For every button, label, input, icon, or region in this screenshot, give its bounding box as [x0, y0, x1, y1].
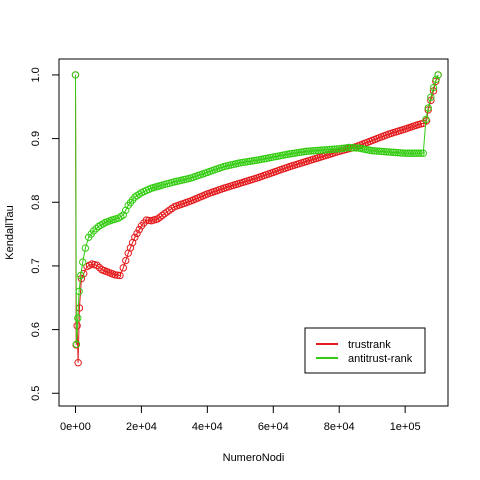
- series-layer: [71, 71, 442, 367]
- antitrust-rank-point: [392, 148, 400, 157]
- antitrust-rank-point: [328, 145, 336, 154]
- antitrust-rank-point: [377, 147, 386, 156]
- antitrust-rank-point: [323, 145, 332, 154]
- x-tick-label: 1e+05: [390, 421, 421, 433]
- antitrust-rank-point: [424, 104, 432, 112]
- antitrust-rank-point: [321, 146, 329, 154]
- x-tick-label: 4e+04: [192, 421, 223, 433]
- antitrust-rank-point: [304, 147, 313, 155]
- antitrust-rank-point: [74, 314, 82, 322]
- antitrust-rank-point: [302, 147, 310, 156]
- antitrust-rank-point: [380, 147, 388, 156]
- antitrust-rank-point: [307, 147, 315, 155]
- antitrust-rank-point: [432, 75, 440, 84]
- trustrank-line: [74, 74, 439, 363]
- trustrank-point: [119, 264, 127, 272]
- antitrust-rank-point: [92, 224, 100, 233]
- antitrust-rank-point: [314, 146, 322, 155]
- antitrust-rank-point: [417, 149, 425, 157]
- x-tick-label: 8e+04: [324, 421, 355, 433]
- antitrust-rank-point: [347, 143, 356, 152]
- antitrust-rank-point: [375, 147, 383, 155]
- antitrust-rank-point: [434, 71, 442, 79]
- trustrank-point: [116, 271, 124, 280]
- y-axis-label: KendallTau: [4, 205, 16, 259]
- antitrust-rank-point: [75, 287, 83, 296]
- antitrust-rank-point: [335, 145, 343, 153]
- antitrust-rank-point: [384, 148, 393, 156]
- trustrank-point: [135, 225, 143, 234]
- antitrust-rank-line: [74, 74, 439, 345]
- antitrust-rank-point: [350, 144, 358, 152]
- legend-label-antitrust-rank: antitrust-rank: [348, 353, 413, 365]
- series-antitrust-rank: [71, 71, 442, 348]
- antitrust-rank-point: [326, 145, 334, 154]
- series-trustrank: [71, 71, 442, 367]
- antitrust-rank-point: [77, 271, 85, 280]
- trustrank-point: [133, 229, 141, 238]
- antitrust-rank-point: [311, 146, 320, 155]
- antitrust-rank-point: [396, 149, 405, 157]
- antitrust-rank-point: [330, 145, 339, 153]
- trustrank-point: [142, 216, 151, 224]
- antitrust-rank-point: [370, 147, 379, 155]
- antitrust-rank-point: [319, 146, 327, 154]
- antitrust-rank-point: [345, 143, 353, 152]
- antitrust-rank-point: [340, 144, 348, 152]
- trustrank-point: [122, 256, 130, 265]
- x-tick-label: 2e+04: [126, 421, 157, 433]
- antitrust-rank-point: [387, 148, 395, 156]
- trustrank-point: [111, 271, 119, 279]
- antitrust-rank-point: [373, 147, 381, 155]
- legend-label-trustrank: trustrank: [348, 339, 391, 351]
- antitrust-rank-point: [427, 93, 435, 101]
- legend-box: [304, 327, 426, 374]
- y-tick-label: 0.7: [30, 258, 42, 273]
- x-tick-label: 0e+00: [60, 421, 91, 433]
- trustrank-point: [131, 233, 139, 241]
- antitrust-rank-point: [419, 149, 427, 157]
- antitrust-rank-point: [337, 144, 346, 153]
- antitrust-rank-point: [415, 149, 423, 157]
- antitrust-rank-point: [333, 145, 341, 153]
- legend: trustrank antitrust-rank: [304, 327, 426, 374]
- antitrust-rank-point: [368, 146, 376, 155]
- antitrust-rank-point: [352, 144, 361, 152]
- x-tick-label: 6e+04: [258, 421, 289, 433]
- trustrank-point: [74, 359, 82, 367]
- antitrust-rank-point: [79, 258, 87, 266]
- y-axis: 0.5 0.6 0.7 0.8 0.9 1.0: [30, 67, 60, 401]
- antitrust-rank-point: [394, 148, 402, 157]
- y-tick-label: 0.9: [30, 131, 42, 146]
- antitrust-rank-point: [89, 227, 98, 235]
- antitrust-rank-point: [382, 148, 391, 156]
- antitrust-rank-point: [81, 244, 90, 252]
- antitrust-rank-point: [342, 144, 351, 152]
- antitrust-rank-point: [422, 115, 430, 124]
- y-tick-label: 0.6: [30, 322, 42, 337]
- antitrust-rank-point: [72, 340, 81, 348]
- antitrust-rank-point: [429, 83, 438, 92]
- antitrust-rank-point: [71, 71, 80, 79]
- y-tick-label: 1.0: [30, 67, 42, 82]
- y-tick-label: 0.5: [30, 386, 42, 401]
- trustrank-point: [145, 216, 153, 225]
- x-axis: 0e+00 2e+04 4e+04 6e+04 8e+04 1e+05: [60, 405, 421, 433]
- antitrust-rank-point: [316, 146, 325, 154]
- trustrank-point: [158, 211, 166, 220]
- antitrust-rank-point: [309, 147, 318, 155]
- trustrank-point: [113, 271, 122, 279]
- antitrust-rank-point: [389, 148, 398, 157]
- y-tick-label: 0.8: [30, 195, 42, 210]
- trustrank-point: [93, 261, 101, 269]
- x-axis-label: NumeroNodi: [223, 452, 285, 464]
